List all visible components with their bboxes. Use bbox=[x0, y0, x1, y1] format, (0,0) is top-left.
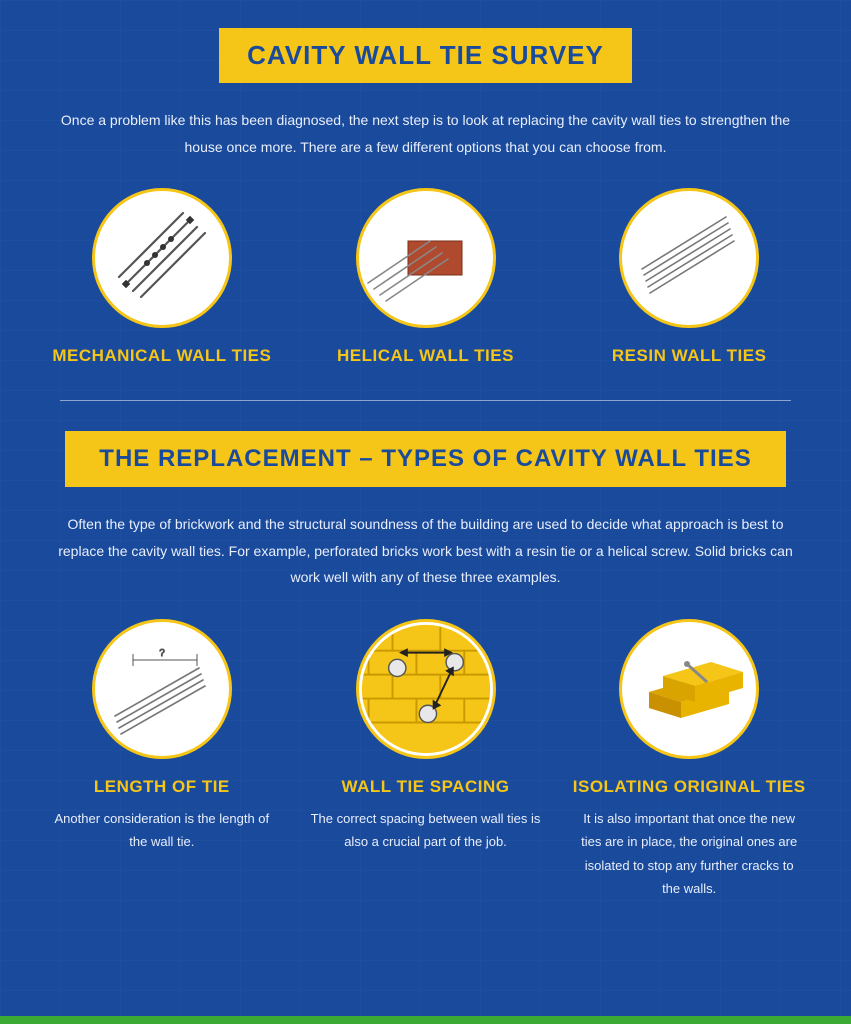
item-length: ? LENGTH OF TIE Another consideration is… bbox=[40, 619, 284, 901]
item-spacing-label: WALL TIE SPACING bbox=[342, 777, 510, 797]
footer-accent-bar bbox=[0, 1016, 851, 1024]
item-isolating-label: ISOLATING ORIGINAL TIES bbox=[573, 777, 806, 797]
resin-ties-icon bbox=[619, 188, 759, 328]
item-helical-label: HELICAL WALL TIES bbox=[337, 346, 514, 366]
section1-intro: Once a problem like this has been diagno… bbox=[56, 107, 796, 160]
item-resin-label: RESIN WALL TIES bbox=[612, 346, 767, 366]
section-divider bbox=[60, 400, 791, 401]
item-helical: HELICAL WALL TIES bbox=[304, 188, 548, 376]
section2-intro: Often the type of brickwork and the stru… bbox=[56, 511, 796, 591]
item-length-label: LENGTH OF TIE bbox=[94, 777, 230, 797]
item-isolating-desc: It is also important that once the new t… bbox=[574, 807, 804, 901]
item-length-desc: Another consideration is the length of t… bbox=[47, 807, 277, 854]
section1-title-banner: CAVITY WALL TIE SURVEY bbox=[219, 28, 632, 83]
item-spacing-desc: The correct spacing between wall ties is… bbox=[311, 807, 541, 854]
section1-row: MECHANICAL WALL TIES HELICAL bbox=[40, 188, 811, 376]
item-isolating: ISOLATING ORIGINAL TIES It is also impor… bbox=[567, 619, 811, 901]
wall-tie-spacing-icon bbox=[356, 619, 496, 759]
item-spacing: WALL TIE SPACING The correct spacing bet… bbox=[304, 619, 548, 901]
helical-ties-icon bbox=[356, 188, 496, 328]
length-of-tie-icon: ? bbox=[92, 619, 232, 759]
item-resin: RESIN WALL TIES bbox=[567, 188, 811, 376]
item-mechanical-label: MECHANICAL WALL TIES bbox=[52, 346, 271, 366]
mechanical-ties-icon bbox=[92, 188, 232, 328]
item-mechanical: MECHANICAL WALL TIES bbox=[40, 188, 284, 376]
section2-row: ? LENGTH OF TIE Another consideration is… bbox=[40, 619, 811, 901]
isolating-ties-icon bbox=[619, 619, 759, 759]
infographic-container: CAVITY WALL TIE SURVEY Once a problem li… bbox=[0, 0, 851, 901]
svg-text:?: ? bbox=[159, 648, 165, 659]
section2-title-banner: THE REPLACEMENT – TYPES OF CAVITY WALL T… bbox=[65, 431, 785, 487]
